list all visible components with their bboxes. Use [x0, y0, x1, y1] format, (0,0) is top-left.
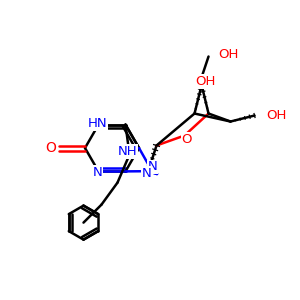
Text: N: N: [141, 167, 151, 180]
Text: OH: OH: [195, 75, 216, 88]
Text: OH: OH: [266, 109, 287, 122]
Text: NH: NH: [118, 145, 137, 158]
Text: OH: OH: [218, 48, 239, 61]
Text: O: O: [181, 133, 192, 146]
Text: N: N: [147, 160, 157, 173]
Text: HN: HN: [88, 117, 107, 130]
Text: N: N: [93, 166, 102, 179]
Text: O: O: [46, 141, 56, 155]
